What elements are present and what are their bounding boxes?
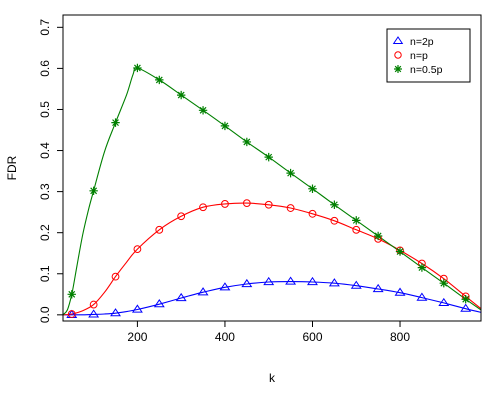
data-point-n-0-5p	[286, 168, 295, 178]
y-tick-label: 0.4	[38, 142, 52, 159]
y-tick-label: 0.2	[38, 224, 52, 241]
data-point-n-2p	[131, 304, 143, 313]
data-point-n-0-5p	[373, 231, 383, 241]
series-line-n-0-5p	[62, 67, 482, 316]
x-tick-label: 200	[127, 330, 147, 344]
data-point-n-p	[155, 225, 164, 234]
data-point-n-2p	[416, 292, 428, 301]
plot-frame	[62, 14, 482, 322]
series-markers	[66, 63, 472, 318]
y-tick-label: 0.5	[38, 101, 52, 118]
y-tick-label: 0.7	[38, 19, 52, 36]
data-point-n-2p	[372, 283, 384, 293]
y-axis-label: FDR	[5, 155, 19, 180]
legend: n=2p n=p n=0.5p	[386, 28, 471, 83]
data-point-n-0-5p	[111, 118, 120, 127]
data-point-n-p	[242, 199, 251, 208]
data-point-n-0-5p	[89, 186, 98, 195]
data-point-n-0-5p	[242, 137, 252, 147]
data-point-n-0-5p	[67, 290, 76, 299]
data-point-n-0-5p	[395, 247, 405, 256]
data-point-n-2p	[394, 287, 406, 296]
x-tick-label: 800	[390, 330, 410, 344]
data-point-n-p	[177, 212, 186, 221]
data-point-n-2p	[438, 297, 450, 307]
data-point-n-0-5p	[352, 216, 361, 225]
data-point-n-p	[352, 225, 361, 234]
data-point-n-2p	[88, 309, 100, 318]
data-point-n-0-5p	[417, 263, 427, 272]
y-tick-label: 0.0	[38, 306, 52, 323]
data-point-n-2p	[350, 280, 362, 289]
legend-symbol-n-2p	[392, 36, 404, 44]
data-point-n-2p	[153, 299, 165, 308]
data-point-n-2p	[307, 276, 318, 286]
data-point-n-p	[111, 272, 120, 281]
data-point-n-2p	[110, 308, 121, 317]
data-point-n-2p	[328, 278, 340, 287]
y-tick-label: 0.1	[38, 265, 52, 282]
y-tick-label: 0.6	[38, 60, 52, 77]
data-point-n-0-5p	[220, 121, 230, 131]
data-point-n-p	[67, 310, 76, 318]
data-point-n-0-5p	[330, 200, 339, 209]
legend-symbol-n-0-5p	[394, 65, 402, 73]
data-point-n-p	[221, 200, 229, 208]
data-point-n-0-5p	[155, 75, 164, 85]
legend-label-n-0-5p: n=0.5p	[410, 64, 443, 76]
data-point-n-2p	[285, 276, 297, 285]
x-axis-label: k	[269, 371, 276, 385]
legend-symbol-n-p	[394, 51, 402, 59]
data-point-n-0-5p	[176, 90, 186, 100]
data-point-n-0-5p	[133, 63, 142, 73]
data-point-n-0-5p	[461, 295, 470, 304]
x-tick-label: 600	[302, 330, 322, 344]
x-axis: 200 400 600 800	[127, 321, 410, 344]
data-point-n-2p	[241, 278, 253, 288]
data-point-n-0-5p	[264, 152, 273, 162]
data-point-n-0-5p	[198, 106, 208, 115]
data-point-n-2p	[263, 276, 275, 286]
data-point-n-2p	[460, 303, 472, 312]
data-point-n-0-5p	[308, 184, 317, 193]
data-point-n-2p	[175, 292, 187, 302]
data-point-n-p	[286, 204, 295, 212]
data-point-n-p	[330, 216, 339, 225]
series-line-n-2p	[63, 281, 482, 316]
data-point-n-p	[89, 300, 98, 309]
data-point-n-2p	[197, 287, 209, 296]
data-point-n-p	[199, 203, 207, 212]
data-point-n-p	[264, 200, 273, 209]
x-tick-label: 400	[215, 330, 235, 344]
data-point-n-p	[308, 209, 317, 218]
data-point-n-0-5p	[439, 279, 448, 288]
data-point-n-p	[133, 245, 142, 254]
y-tick-label: 0.3	[38, 183, 52, 200]
legend-label-n-2p: n=2p	[410, 36, 434, 48]
data-point-n-2p	[219, 282, 231, 291]
legend-label-n-p: n=p	[410, 50, 428, 62]
y-axis: 0.0 0.1 0.2 0.3 0.4 0.5 0.6 0.7	[38, 19, 63, 323]
